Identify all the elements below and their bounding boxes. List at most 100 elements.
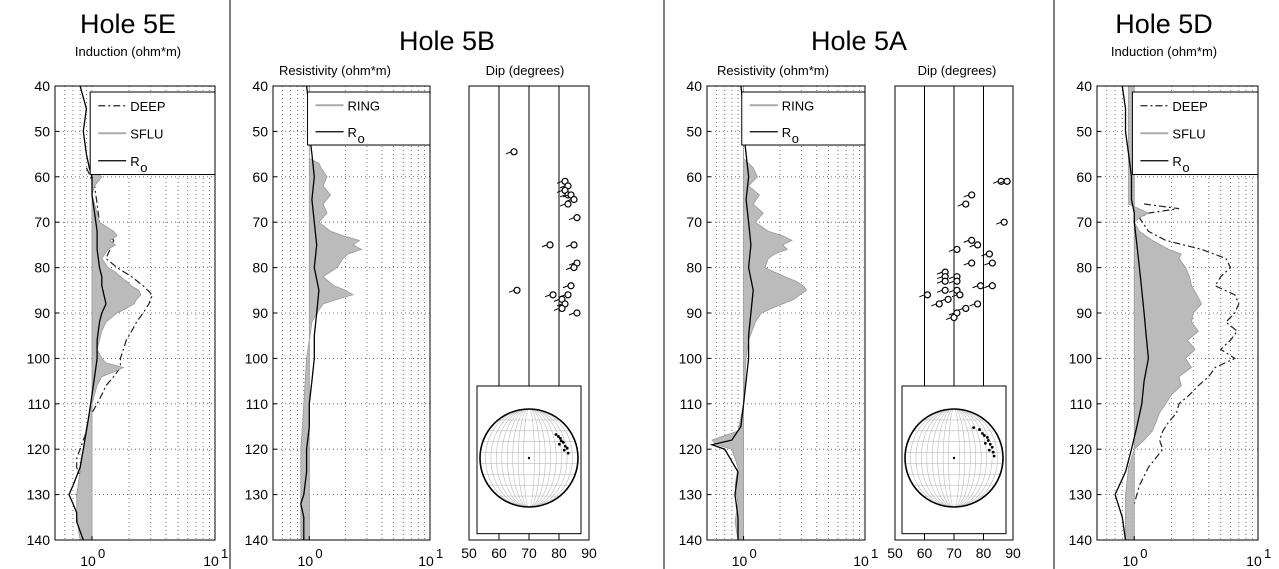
dip-marker <box>950 313 958 322</box>
stereonet-frame <box>476 385 582 535</box>
axis-frame <box>894 85 1014 541</box>
stereonet-center <box>952 456 956 460</box>
x-tick-label: 10 <box>298 553 314 569</box>
dip-marker-tail <box>931 303 937 307</box>
axis-frame <box>706 85 866 541</box>
y-tick-label: 100 <box>245 350 269 366</box>
y-tick-label: 80 <box>1076 260 1092 276</box>
dip-marker <box>573 309 581 317</box>
x-tick-label: 10 <box>732 553 748 569</box>
dip-marker <box>968 236 976 244</box>
y-tick-label: 100 <box>27 350 51 366</box>
y-tick-label: 100 <box>1069 350 1093 366</box>
dip-marker <box>570 195 578 204</box>
dip-marker-tail <box>948 276 955 280</box>
series-deep-line <box>76 167 154 540</box>
stereonet-pole <box>557 435 560 438</box>
legend-label: R <box>782 125 791 140</box>
title-hole-5b: Hole 5B <box>399 26 495 56</box>
y-tick-label: 60 <box>34 169 50 185</box>
dip-marker-tail <box>969 303 975 307</box>
dip-marker-tail <box>505 151 512 155</box>
dip-marker-tail <box>559 194 566 198</box>
axis-frame <box>468 85 590 541</box>
y-tick-label: 40 <box>1076 78 1092 94</box>
dip-marker-tail <box>508 289 515 293</box>
legend-label: R <box>1172 154 1181 169</box>
dip-marker-tail <box>951 294 958 298</box>
dip-marker <box>985 250 994 258</box>
dip-marker <box>988 259 996 267</box>
y-tick-label: 40 <box>34 78 50 94</box>
dip-marker <box>513 286 521 294</box>
dip-marker <box>558 304 566 313</box>
dip-marker <box>941 286 949 294</box>
dip-marker <box>570 264 578 272</box>
y-tick-label: 80 <box>252 260 268 276</box>
dip-marker-tail <box>945 317 952 321</box>
stereonet-pole <box>557 442 561 446</box>
dip-marker-tail <box>556 303 563 307</box>
subtitle-hole-5b-dip: Dip (degrees) <box>486 63 565 78</box>
y-tick-label: 60 <box>1076 169 1092 185</box>
x-tick-label: 10 <box>80 553 96 569</box>
stereonet-center <box>527 456 531 460</box>
y-tick-label: 70 <box>1076 214 1092 230</box>
legend-label: DEEP <box>130 99 165 114</box>
stereonet-pole <box>983 441 987 445</box>
stereonet-pole <box>972 426 975 430</box>
legend-label: RING <box>348 98 381 113</box>
dip-marker <box>923 291 932 299</box>
dip-marker <box>968 259 976 267</box>
legend-box <box>741 91 866 146</box>
y-tick-label: 140 <box>27 532 51 548</box>
dip-marker-tail <box>948 248 955 252</box>
dip-marker <box>968 191 976 199</box>
dip-marker-tail <box>963 239 969 243</box>
x-tick-label: 10 <box>1246 553 1262 569</box>
y-tick-label: 100 <box>679 350 703 366</box>
legend-label-subscript: o <box>1182 160 1189 175</box>
stereonet-pole <box>565 446 569 450</box>
legend-label: SFLU <box>130 126 163 141</box>
dip-marker <box>564 291 572 299</box>
y-tick-label: 50 <box>252 123 268 139</box>
x-tick-exponent: 1 <box>221 546 228 561</box>
dip-marker <box>546 241 554 249</box>
stereonet <box>479 408 579 508</box>
stereonet-pole <box>986 438 990 442</box>
dip-marker-tail <box>936 271 943 275</box>
stereonet-primitive <box>479 408 579 508</box>
y-tick-label: 110 <box>1070 396 1093 412</box>
x-tick-exponent: 1 <box>871 546 878 561</box>
dip-marker <box>962 200 970 208</box>
subtitle-hole-5b-resistivity: Resistivity (ohm*m) <box>279 63 391 78</box>
dip-marker <box>973 300 982 308</box>
dip-marker <box>570 241 578 249</box>
x-tick-label: 80 <box>551 545 567 561</box>
dip-marker <box>510 148 518 156</box>
y-tick-label: 140 <box>1069 532 1093 548</box>
dip-marker-tail <box>969 244 975 248</box>
x-tick-label: 10 <box>1122 553 1138 569</box>
y-tick-label: 130 <box>27 487 51 503</box>
stereonet-pole <box>978 428 981 431</box>
series-sflu-area <box>1125 85 1203 541</box>
legend-label: R <box>130 154 139 169</box>
y-tick-label: 130 <box>679 487 703 503</box>
title-hole-5a: Hole 5A <box>811 26 907 56</box>
y-tick-label: 70 <box>686 214 702 230</box>
x-tick-label: 70 <box>946 545 962 561</box>
x-tick-exponent: 0 <box>315 546 322 561</box>
dip-marker-tail <box>957 203 963 207</box>
x-tick-label: 10 <box>853 553 869 569</box>
dip-marker <box>956 291 964 299</box>
y-tick-label: 80 <box>686 260 702 276</box>
axis-frame <box>272 85 431 541</box>
y-tick-label: 50 <box>34 123 50 139</box>
y-tick-label: 90 <box>1076 305 1092 321</box>
stereonet-pole <box>558 437 562 440</box>
stereonet-pole <box>561 440 565 444</box>
x-tick-label: 50 <box>461 545 477 561</box>
y-tick-label: 50 <box>1076 123 1092 139</box>
